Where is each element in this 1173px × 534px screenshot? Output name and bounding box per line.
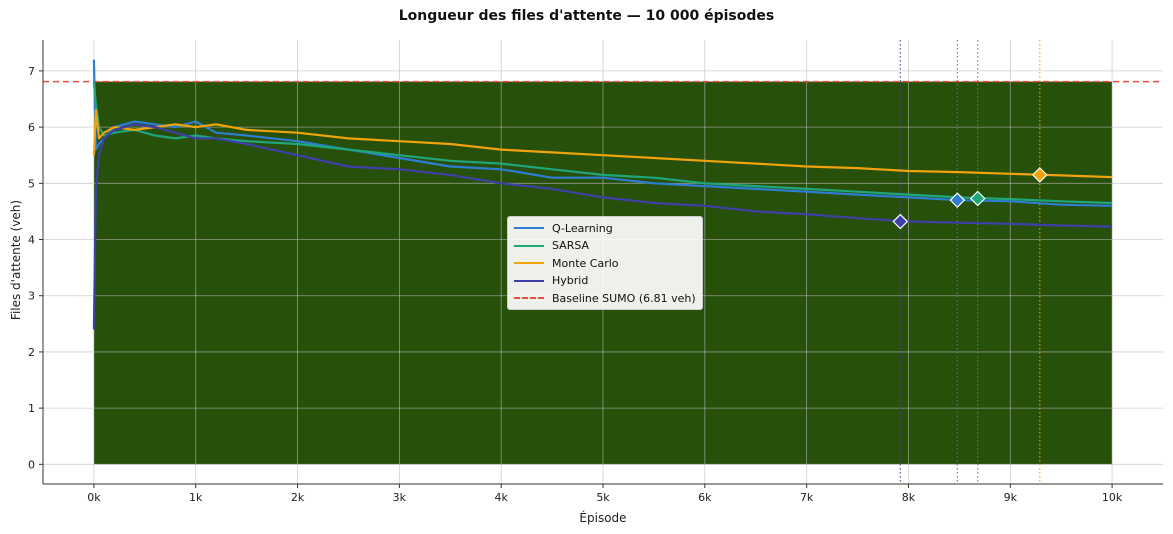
legend-label: SARSA bbox=[552, 239, 590, 252]
y-tick-label: 6 bbox=[28, 121, 35, 134]
series-line-hybrid bbox=[92, 123, 1113, 330]
legend-swatch bbox=[514, 297, 544, 299]
marker-monte-carlo bbox=[1031, 167, 1048, 183]
y-tick-label: 2 bbox=[28, 346, 35, 359]
series-line-q-learning bbox=[92, 59, 1113, 207]
chart-legend: Q-Learning SARSA Monte Carlo Hybrid Baseline… bbox=[507, 216, 703, 310]
legend-swatch bbox=[514, 262, 544, 264]
chart-title: Longueur des files d'attente — 10 000 ép… bbox=[398, 8, 775, 24]
legend-item: Monte Carlo bbox=[514, 254, 619, 272]
legend-item: Hybrid bbox=[514, 272, 588, 290]
legend-label: Q-Learning bbox=[552, 221, 613, 235]
x-tick-label: 2k bbox=[291, 491, 305, 504]
x-tick-label: 5k bbox=[596, 491, 610, 504]
marker-hybrid bbox=[892, 213, 909, 230]
x-tick-label: 9k bbox=[1004, 491, 1018, 504]
x-tick-label: 6k bbox=[698, 491, 712, 504]
legend-label: Hybrid bbox=[552, 274, 589, 287]
x-axis-label: Épisode bbox=[579, 511, 627, 525]
legend-item: Q-Learning bbox=[514, 219, 613, 237]
x-tick-label: 10k bbox=[1102, 491, 1123, 504]
x-tick-label: 7k bbox=[800, 491, 814, 504]
legend-item: Baseline SUMO (6.81 veh) bbox=[514, 289, 696, 307]
y-tick-label: 0 bbox=[28, 458, 35, 471]
marker-sarsa bbox=[969, 190, 986, 207]
legend-swatch bbox=[514, 279, 544, 282]
y-tick-label: 3 bbox=[28, 290, 35, 303]
x-tick-label: 0k bbox=[87, 491, 101, 504]
legend-label: Baseline SUMO (6.81 veh) bbox=[552, 291, 696, 305]
y-tick-label: 1 bbox=[28, 402, 35, 415]
x-tick-label: 3k bbox=[393, 491, 407, 504]
x-tick-label: 4k bbox=[494, 491, 508, 504]
y-axis-label: Files d'attente (veh) bbox=[9, 199, 23, 321]
y-tick-label: 4 bbox=[28, 234, 35, 247]
marker-q-learning bbox=[949, 192, 966, 209]
legend-swatch bbox=[514, 227, 544, 229]
series-line-sarsa bbox=[92, 82, 1113, 205]
y-tick-label: 5 bbox=[28, 177, 35, 190]
legend-swatch bbox=[514, 244, 544, 247]
legend-label: Monte Carlo bbox=[552, 256, 619, 270]
y-tick-label: 7 bbox=[28, 65, 35, 78]
x-tick-label: 1k bbox=[189, 491, 203, 504]
series-line-monte-carlo bbox=[92, 109, 1113, 179]
legend-item: SARSA bbox=[514, 237, 589, 255]
x-tick-label: 8k bbox=[902, 491, 916, 504]
